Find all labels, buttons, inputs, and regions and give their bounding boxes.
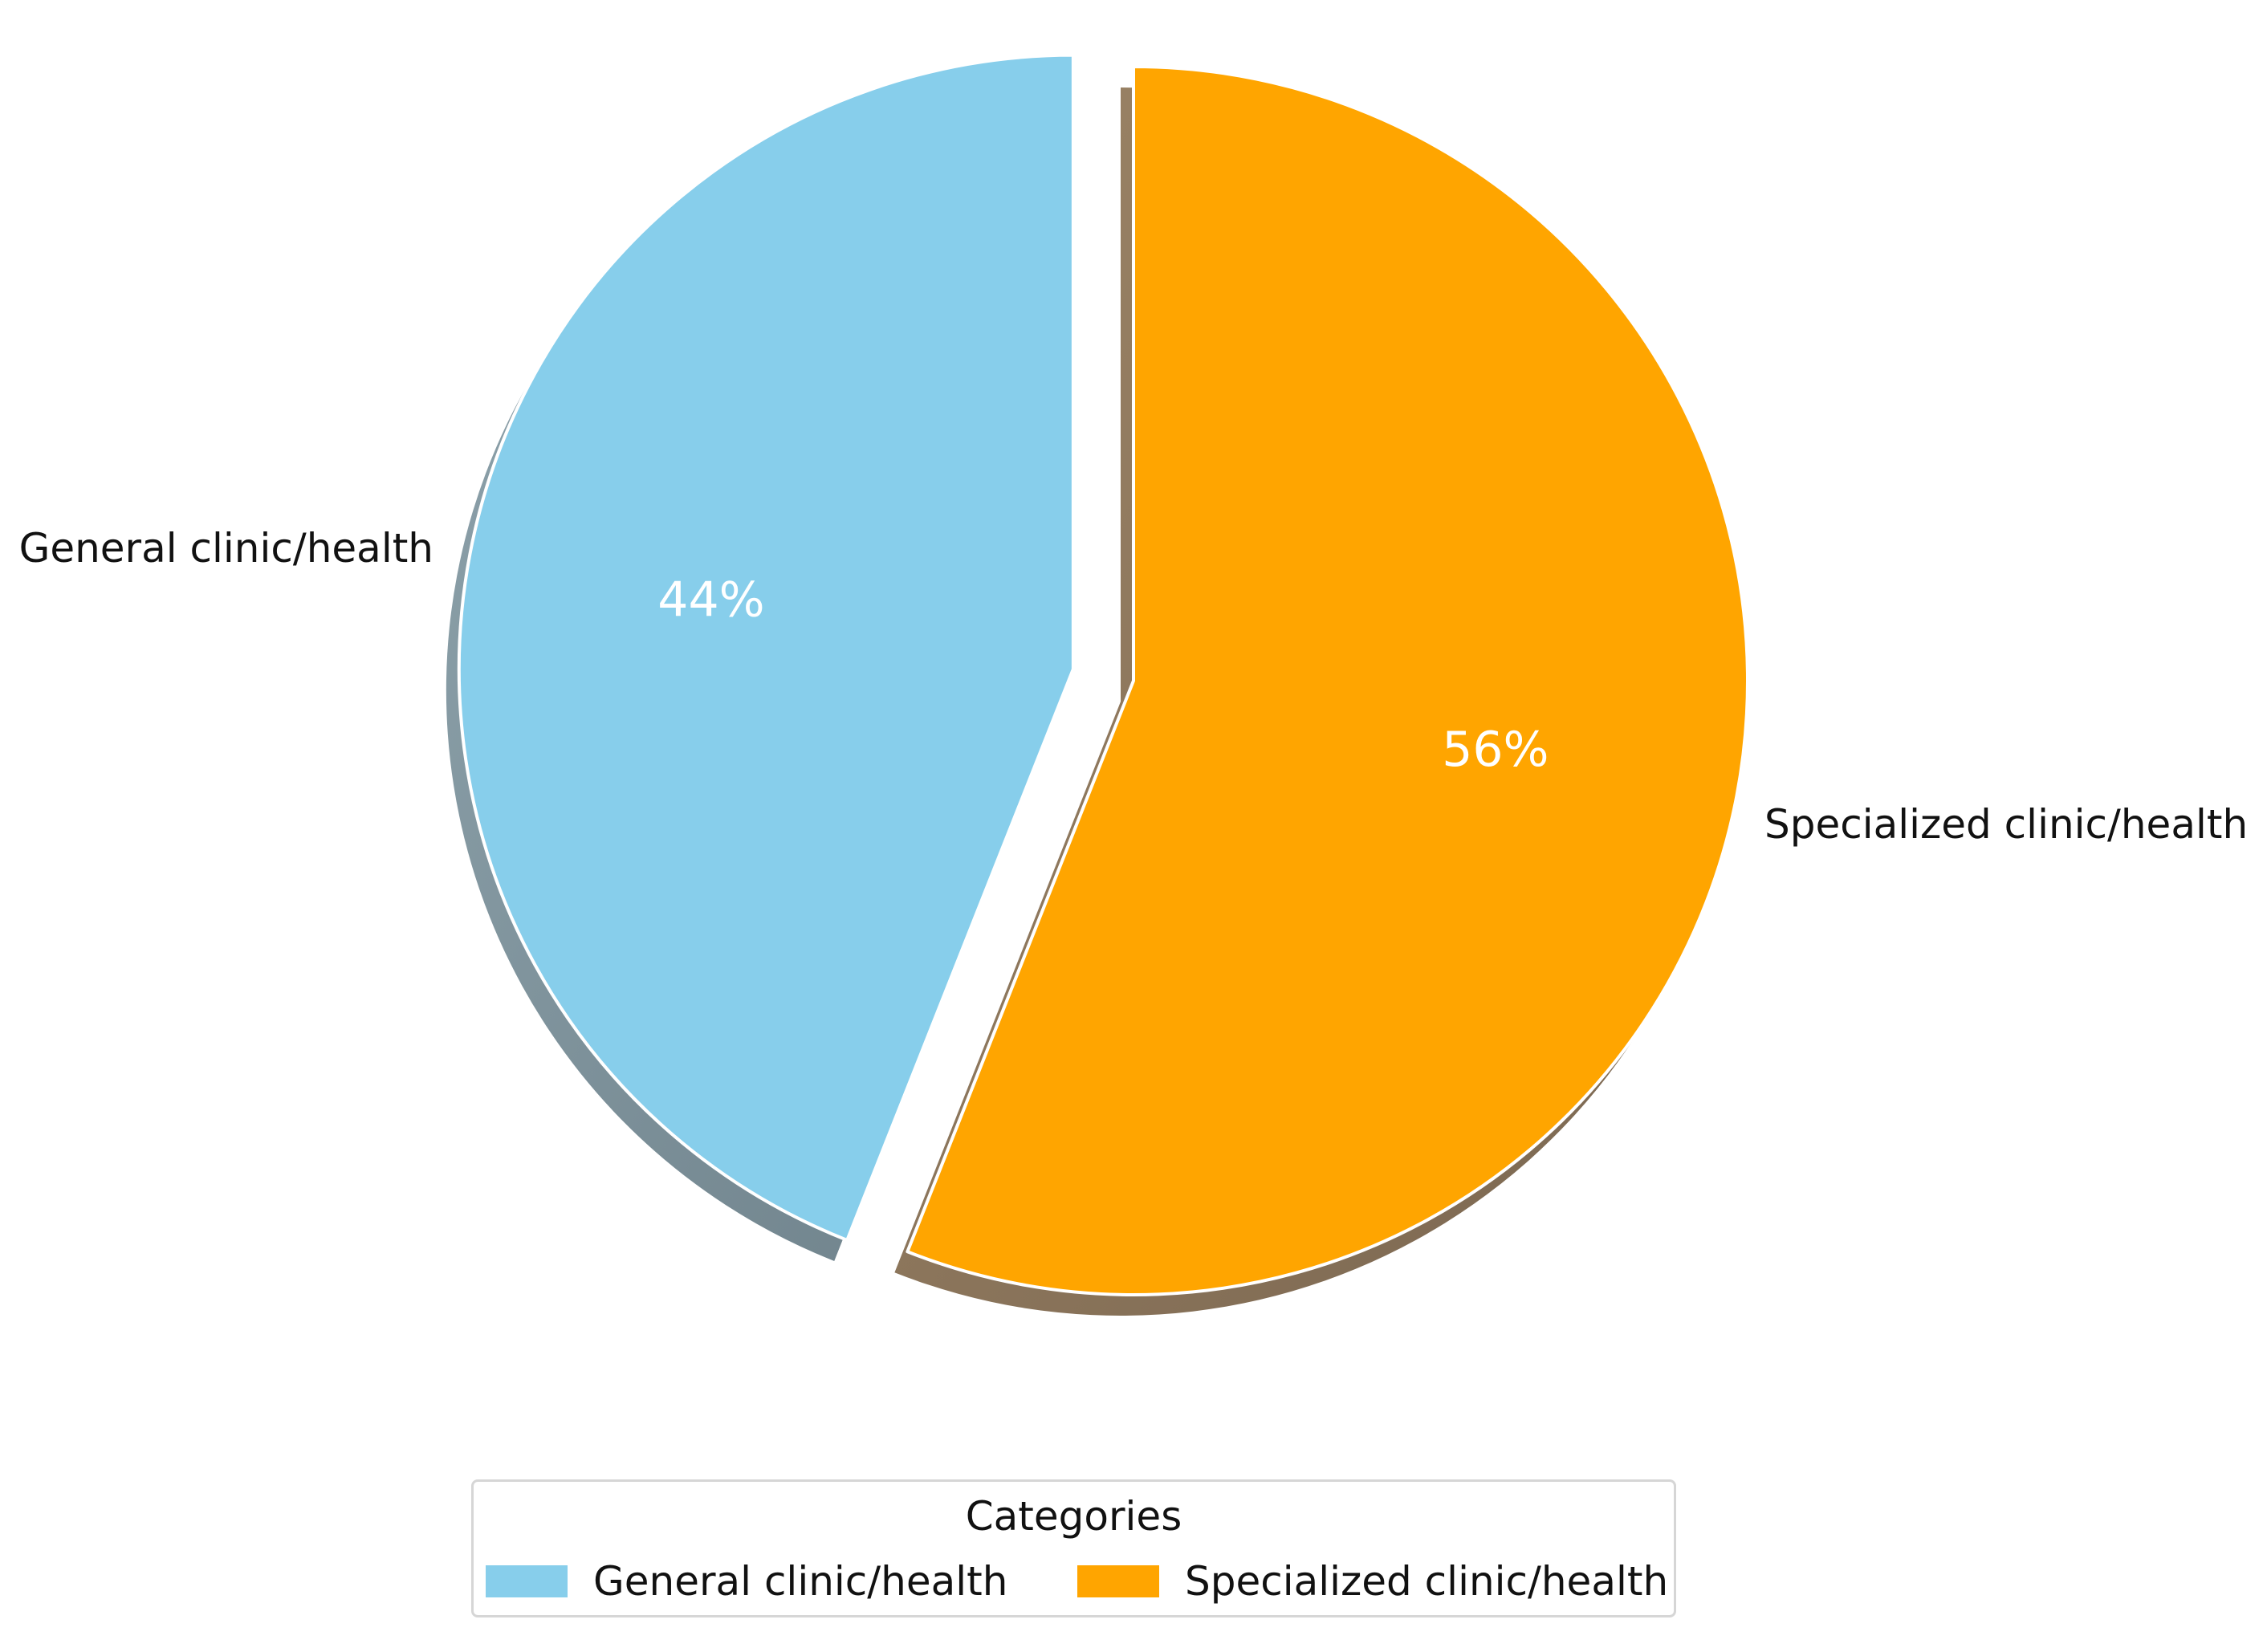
pct-label-general: 44% xyxy=(657,572,764,629)
slice-specialized xyxy=(906,65,1749,1296)
pie-labels: 44% General clinic/health 56% Specialized c… xyxy=(19,525,2249,848)
slice-general xyxy=(457,53,1075,1242)
legend-title: Categories xyxy=(965,1493,1182,1540)
legend-swatch-specialized xyxy=(1077,1565,1159,1597)
legend-swatch-general xyxy=(486,1565,568,1597)
legend-label-general: General clinic/health xyxy=(593,1558,1008,1605)
category-label-specialized: Specialized clinic/health xyxy=(1764,801,2248,848)
legend-label-specialized: Specialized clinic/health xyxy=(1185,1558,1669,1605)
legend-entry-general: General clinic/health xyxy=(486,1557,1007,1605)
pct-label-specialized: 56% xyxy=(1442,722,1549,778)
pie-slices xyxy=(457,53,1749,1296)
category-label-general: General clinic/health xyxy=(19,525,433,572)
legend-entry-specialized: Specialized clinic/health xyxy=(1077,1557,1668,1605)
legend: Categories General clinic/health Special… xyxy=(471,1479,1676,1617)
